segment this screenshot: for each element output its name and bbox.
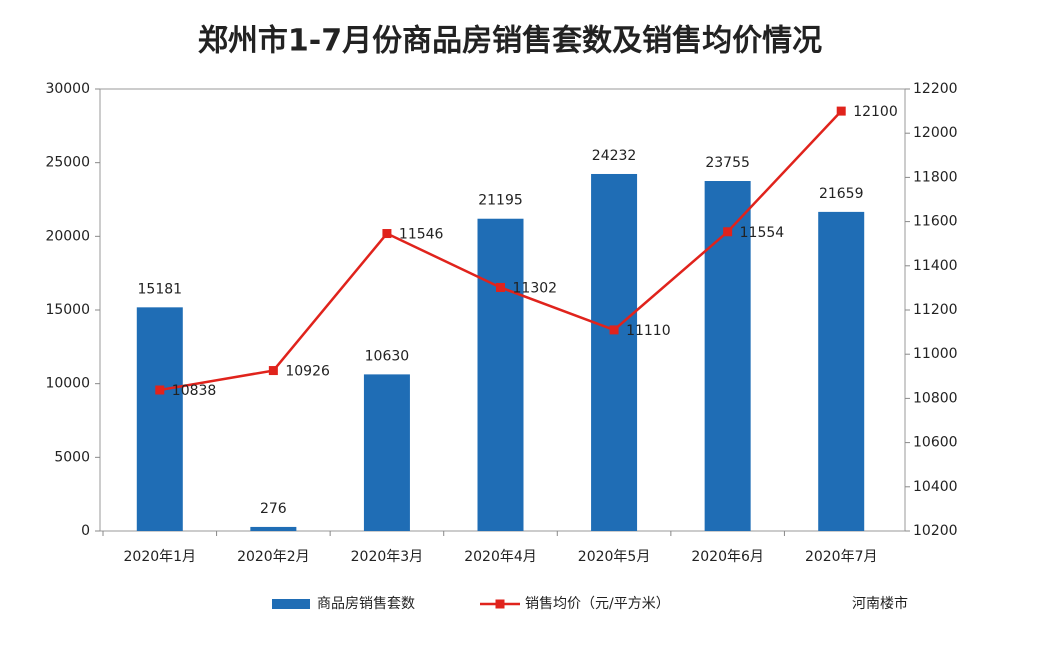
legend-marker [495,599,505,609]
line-value-label: 10926 [285,364,330,380]
bar [250,526,297,531]
line-value-label: 11554 [740,225,785,241]
y2-tick-label: 12000 [913,125,958,141]
y2-tick-label: 11600 [913,214,958,230]
line-marker [268,366,278,376]
bar [363,374,410,531]
y2-tick-label: 10800 [913,390,958,406]
line-value-label: 10838 [172,383,217,399]
x-tick-label: 2020年1月 [124,549,197,565]
legend-swatch [272,599,310,609]
line-marker [723,227,733,237]
watermark: 河南楼市 [852,595,908,612]
y2-tick-label: 10600 [913,435,958,451]
y-tick-label: 25000 [45,155,90,171]
line-marker [155,385,165,395]
legend-label: 商品房销售套数 [317,596,415,612]
y2-tick-label: 10400 [913,479,958,495]
x-tick-label: 2020年2月 [237,549,310,565]
bar-value-label: 21195 [478,193,523,209]
x-tick-label: 2020年7月 [805,549,878,565]
line-value-label: 11546 [399,227,444,243]
bar [477,218,524,532]
line-marker [496,282,505,292]
chart-title: 郑州市1-7月份商品房销售套数及销售均价情况 [198,24,822,59]
x-tick-label: 2020年4月 [464,549,537,565]
bar-value-label: 276 [260,501,287,517]
bar [818,211,865,531]
bar [591,173,638,531]
bar-value-label: 10630 [365,348,410,364]
x-tick-label: 2020年5月 [578,549,651,565]
y2-tick-label: 12200 [913,81,958,97]
bar [136,307,183,531]
bar-value-label: 23755 [705,155,750,171]
x-tick-label: 2020年3月 [351,549,424,565]
line-value-label: 11302 [513,280,558,296]
line-value-label: 11110 [626,323,671,339]
y2-tick-label: 11400 [913,258,958,274]
y2-tick-label: 11000 [913,346,958,362]
y2-tick-label: 11200 [913,302,958,318]
y-tick-label: 30000 [45,81,90,97]
y-tick-label: 5000 [54,449,90,465]
bar-value-label: 24232 [592,148,637,164]
x-tick-label: 2020年6月 [691,549,764,565]
bar-value-label: 15181 [138,281,183,297]
legend-label: 销售均价（元/平方米） [525,596,670,612]
line-marker [836,106,846,116]
y-tick-label: 10000 [45,376,90,392]
bar [704,181,751,531]
y2-tick-label: 11800 [913,169,958,185]
line-marker [609,325,619,335]
y-tick-label: 20000 [45,228,90,244]
y-tick-label: 0 [81,523,90,539]
line-marker [382,229,392,239]
line-value-label: 12100 [853,104,898,120]
y2-tick-label: 10200 [913,523,958,539]
bar-value-label: 21659 [819,186,864,202]
y-tick-label: 15000 [45,302,90,318]
